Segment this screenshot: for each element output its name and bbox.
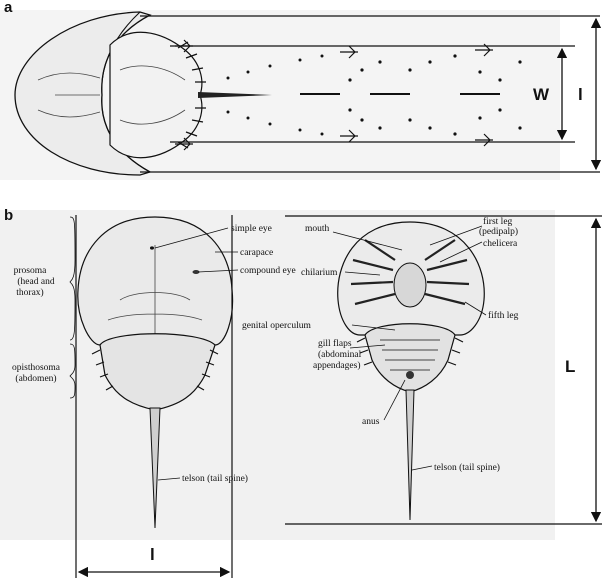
- label-fifth-leg: fifth leg: [488, 310, 519, 321]
- ventral-telson: [405, 389, 415, 521]
- label-genital-operculum: genital operculum: [242, 321, 311, 331]
- crab-a-spines: [177, 41, 206, 149]
- panel-b-letter: b: [4, 207, 13, 224]
- dorsal-telson: [149, 407, 161, 529]
- label-gill-flaps-1: gill flaps: [318, 338, 352, 349]
- dorsal-crab: [77, 216, 234, 529]
- label-first-leg-2: (pedipalp): [479, 226, 518, 237]
- label-simple-eye: simple eye: [231, 224, 272, 234]
- label-prosoma-2: (head and: [17, 276, 54, 287]
- dorsal-simple-eye: [150, 246, 154, 250]
- label-compound-eye: compound eye: [240, 266, 296, 276]
- label-opisthosoma-1: opisthosoma: [12, 363, 61, 373]
- ventral-leaders: [332, 225, 487, 471]
- label-anus: anus: [362, 417, 380, 427]
- ventral-marginal-spines: [356, 337, 464, 366]
- label-chilarium: chilarium: [301, 268, 338, 278]
- dorsal-leaders: [69, 216, 239, 481]
- dorsal-compound-eye: [192, 270, 200, 274]
- track-marks: [226, 54, 522, 136]
- panel-a-dim-l: l: [578, 85, 583, 104]
- ventral-legs: [350, 239, 470, 306]
- label-prosoma-3: thorax): [16, 287, 43, 298]
- label-opisthosoma-2: (abdomen): [15, 373, 56, 384]
- crab-a-abdomen-lines: [119, 65, 186, 125]
- label-gill-flaps-3: appendages): [313, 360, 360, 371]
- crab-a-ridges: [37, 72, 101, 118]
- crab-a-telson: [198, 92, 272, 98]
- panel-a-letter: a: [4, 0, 13, 16]
- dorsal-carapace-ridges: [107, 245, 203, 350]
- ventral-crab: [337, 221, 485, 521]
- dorsal-marginal-spines: [91, 349, 219, 391]
- label-dorsal-telson: telson (tail spine): [182, 473, 248, 484]
- label-first-leg-1: first leg: [483, 216, 513, 227]
- panel-b: b simple eye carapace compound eye telso…: [0, 207, 602, 578]
- label-prosoma-1: prosoma: [14, 266, 48, 276]
- panel-a: a: [0, 0, 602, 180]
- dorsal-opisthosoma: [99, 333, 216, 411]
- label-mouth: mouth: [305, 224, 330, 234]
- ventral-gill-flaps: [380, 339, 440, 371]
- panel-a-dim-w: W: [533, 85, 550, 104]
- label-ventral-telson: telson (tail spine): [434, 462, 500, 473]
- panel-b-dim-l: l: [150, 545, 155, 564]
- ventral-anus: [406, 371, 414, 379]
- panel-b-dim-L: L: [565, 357, 575, 376]
- label-gill-flaps-2: (abdominal: [318, 349, 362, 360]
- ventral-opisthosoma: [364, 323, 456, 393]
- label-carapace: carapace: [240, 248, 273, 258]
- ventral-mouth-area: [393, 262, 427, 308]
- label-chelicera: chelicera: [483, 239, 518, 249]
